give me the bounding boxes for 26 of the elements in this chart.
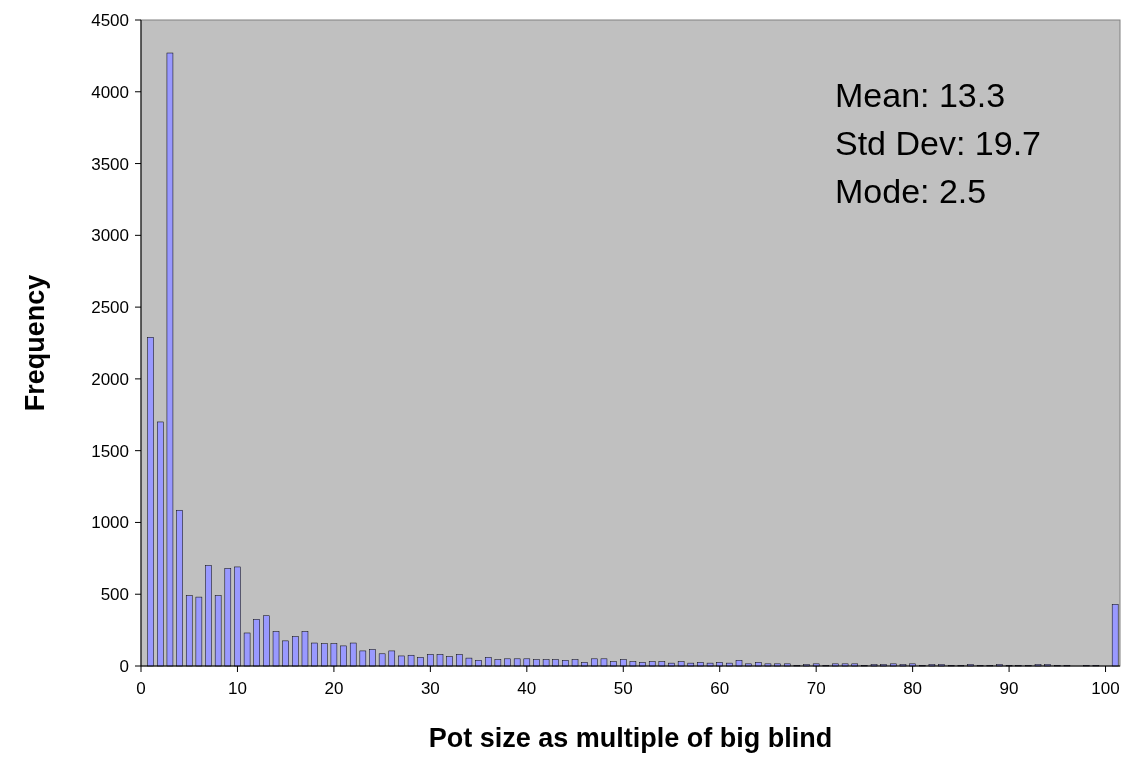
y-tick-label: 2500 — [91, 298, 129, 318]
y-tick-label: 0 — [119, 656, 129, 676]
x-tick-label: 80 — [903, 679, 923, 698]
y-tick-label: 2000 — [91, 369, 129, 389]
annotation: Mode: 2.5 — [835, 172, 987, 210]
x-tick-label: 0 — [136, 679, 146, 698]
x-tick-label: 50 — [613, 679, 633, 698]
annotation: Std Dev: 19.7 — [835, 124, 1042, 162]
y-tick-label: 500 — [100, 585, 129, 605]
y-tick-label: 1000 — [91, 513, 129, 533]
y-tick-label: 4000 — [91, 82, 129, 102]
x-tick-label: 10 — [227, 679, 247, 698]
x-tick-label: 100 — [1091, 679, 1120, 698]
y-axis-title: Frequency — [20, 274, 50, 412]
y-tick-label: 3500 — [91, 154, 129, 174]
x-axis-title: Pot size as multiple of big blind — [428, 723, 833, 753]
x-tick-label: 20 — [324, 679, 344, 698]
y-tick-label: 1500 — [91, 441, 129, 461]
x-tick-label: 60 — [710, 679, 730, 698]
y-tick-label: 4500 — [91, 10, 129, 30]
y-tick-label: 3000 — [91, 226, 129, 246]
x-tick-label: 90 — [999, 679, 1019, 698]
x-tick-label: 70 — [806, 679, 826, 698]
x-tick-label: 30 — [420, 679, 440, 698]
x-tick-label: 40 — [517, 679, 537, 698]
annotation: Mean: 13.3 — [835, 76, 1006, 114]
